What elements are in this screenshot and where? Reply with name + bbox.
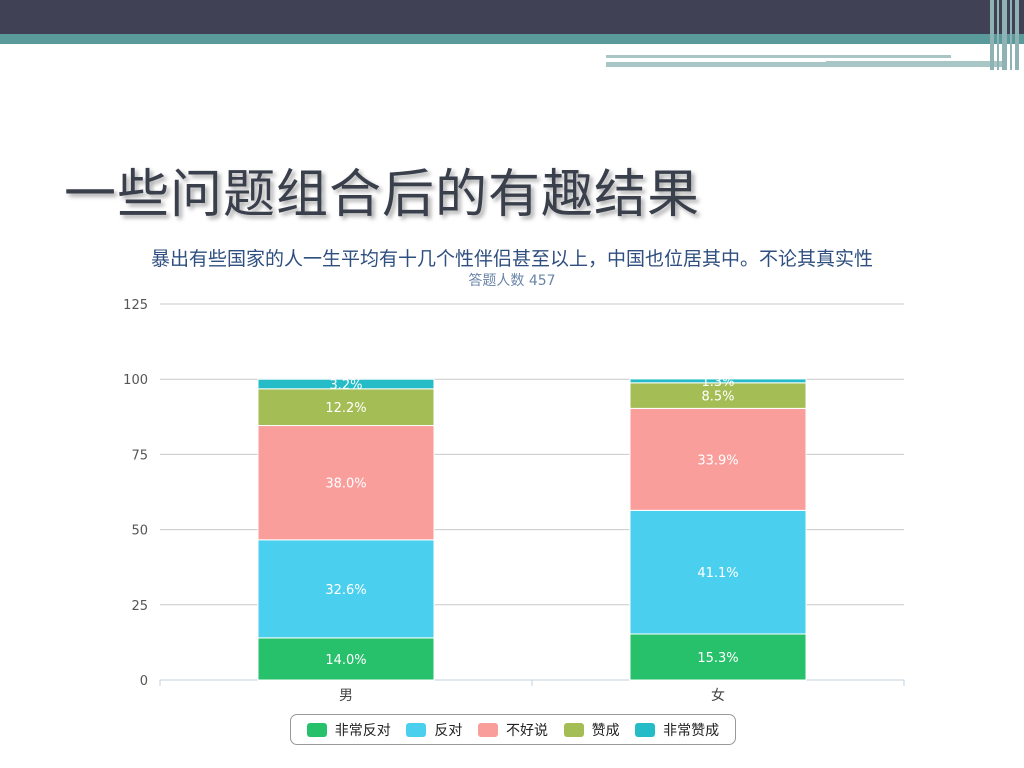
data-label: 3.2% bbox=[329, 378, 362, 393]
bar-segment bbox=[257, 388, 435, 427]
data-label: 15.3% bbox=[697, 651, 738, 666]
legend-swatch bbox=[406, 722, 427, 737]
y-tick-label: 100 bbox=[123, 373, 148, 388]
header-light-line bbox=[606, 62, 826, 67]
data-label: 32.6% bbox=[325, 583, 366, 598]
x-category-label: 女 bbox=[711, 687, 725, 704]
legend-label: 赞成 bbox=[591, 722, 620, 739]
legend-swatch bbox=[563, 722, 584, 737]
legend-swatch bbox=[477, 722, 498, 737]
y-tick-label: 125 bbox=[123, 298, 148, 313]
legend-item[interactable]: 非常赞成 bbox=[635, 720, 719, 740]
header-light-line bbox=[826, 61, 1006, 67]
data-label: 38.0% bbox=[325, 477, 366, 492]
header-light-line bbox=[606, 55, 951, 58]
y-tick-label: 0 bbox=[140, 674, 148, 689]
legend-item[interactable]: 不好说 bbox=[477, 720, 548, 740]
legend-swatch bbox=[306, 722, 327, 737]
chart-subtitle: 答题人数 457 bbox=[468, 273, 556, 289]
bar-segment bbox=[629, 633, 807, 681]
legend-item[interactable]: 赞成 bbox=[563, 720, 620, 740]
bar-segment bbox=[257, 378, 435, 390]
header-stripes bbox=[990, 0, 1024, 70]
y-tick-label: 25 bbox=[131, 599, 148, 614]
bar-segment bbox=[629, 378, 807, 384]
bar-segment bbox=[629, 407, 807, 511]
legend-label: 非常赞成 bbox=[663, 722, 720, 739]
legend-label: 非常反对 bbox=[334, 722, 391, 739]
legend-item[interactable]: 反对 bbox=[406, 720, 462, 740]
header-dark-bar bbox=[0, 0, 1024, 34]
data-label: 33.9% bbox=[697, 453, 738, 468]
legend-swatch bbox=[635, 722, 656, 737]
slide-title: 一些问题组合后的有趣结果 bbox=[64, 165, 701, 225]
chart-title: 暴出有些国家的人一生平均有十几个性伴侣甚至以上，中国也位居其中。不论其真实性 bbox=[150, 248, 873, 270]
data-label: 14.0% bbox=[325, 653, 366, 668]
x-category-label: 男 bbox=[339, 688, 353, 704]
legend-label: 反对 bbox=[434, 722, 463, 739]
header-teal-bar bbox=[0, 34, 1024, 44]
y-tick-label: 50 bbox=[131, 524, 148, 539]
data-label: 41.1% bbox=[697, 566, 738, 581]
bar-segment bbox=[257, 637, 435, 681]
stacked-bar-chart: 0 25 50 75 100 125 14.0% 32.6% 38.0% 12.2% 3.2% 男 15… bbox=[123, 298, 905, 704]
bar-segment bbox=[257, 539, 435, 639]
bar-segment bbox=[629, 509, 807, 635]
y-tick-label: 75 bbox=[131, 448, 148, 463]
legend-label: 不好说 bbox=[505, 722, 548, 739]
bar-segment bbox=[257, 425, 435, 541]
chart-legend: 非常反对 反对 不好说 赞成 非常赞成 bbox=[290, 714, 736, 745]
data-label: 8.5% bbox=[701, 390, 734, 405]
data-label: 1.3% bbox=[701, 375, 734, 390]
data-label: 12.2% bbox=[325, 401, 366, 416]
legend-item[interactable]: 非常反对 bbox=[306, 720, 391, 740]
